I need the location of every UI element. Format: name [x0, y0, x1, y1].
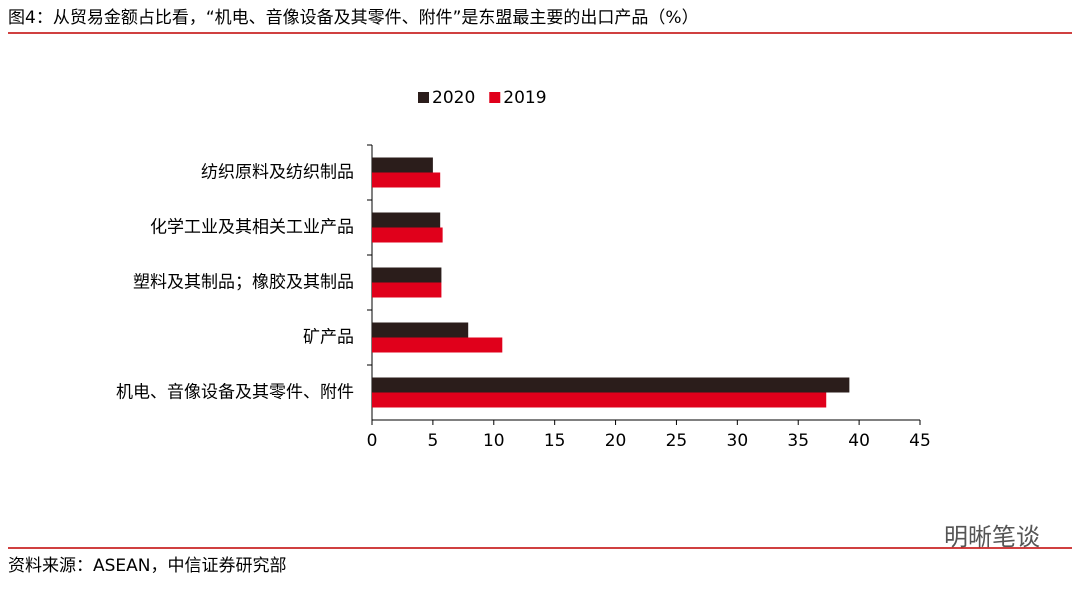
y-tick-label: 机电、音像设备及其零件、附件: [116, 383, 354, 403]
bar: [372, 392, 827, 408]
y-tick-label: 塑料及其制品；橡胶及其制品: [133, 273, 354, 293]
legend-label: 2019: [503, 88, 546, 108]
bar: [372, 282, 442, 298]
bar: [372, 212, 441, 228]
legend-swatch: [418, 92, 429, 103]
legend-swatch: [489, 92, 501, 103]
bar: [372, 377, 850, 393]
x-tick-label: 15: [544, 431, 566, 451]
x-tick-label: 35: [787, 431, 809, 451]
y-tick-label: 矿产品: [303, 328, 354, 348]
bar: [372, 267, 442, 283]
x-tick-label: 5: [427, 431, 438, 451]
chart-title: 图4：从贸易金额占比看，“机电、音像设备及其零件、附件”是东盟最主要的出口产品（…: [8, 8, 699, 28]
x-tick-label: 40: [848, 431, 870, 451]
y-tick-label: 纺织原料及纺织制品: [201, 163, 354, 183]
x-tick-label: 25: [666, 431, 688, 451]
bar: [372, 337, 503, 353]
watermark: 明晰笔谈: [944, 523, 1040, 551]
x-tick-label: 20: [605, 431, 627, 451]
bar: [372, 227, 443, 243]
legend-label: 2020: [432, 88, 475, 108]
x-tick-label: 10: [483, 431, 505, 451]
source: 资料来源：ASEAN，中信证券研究部: [8, 556, 287, 576]
y-tick-label: 化学工业及其相关工业产品: [150, 218, 354, 238]
bar: [372, 172, 441, 188]
x-tick-label: 45: [909, 431, 931, 451]
x-tick-label: 30: [727, 431, 749, 451]
bar: [372, 157, 433, 173]
x-tick-label: 0: [367, 431, 378, 451]
bar: [372, 322, 469, 338]
